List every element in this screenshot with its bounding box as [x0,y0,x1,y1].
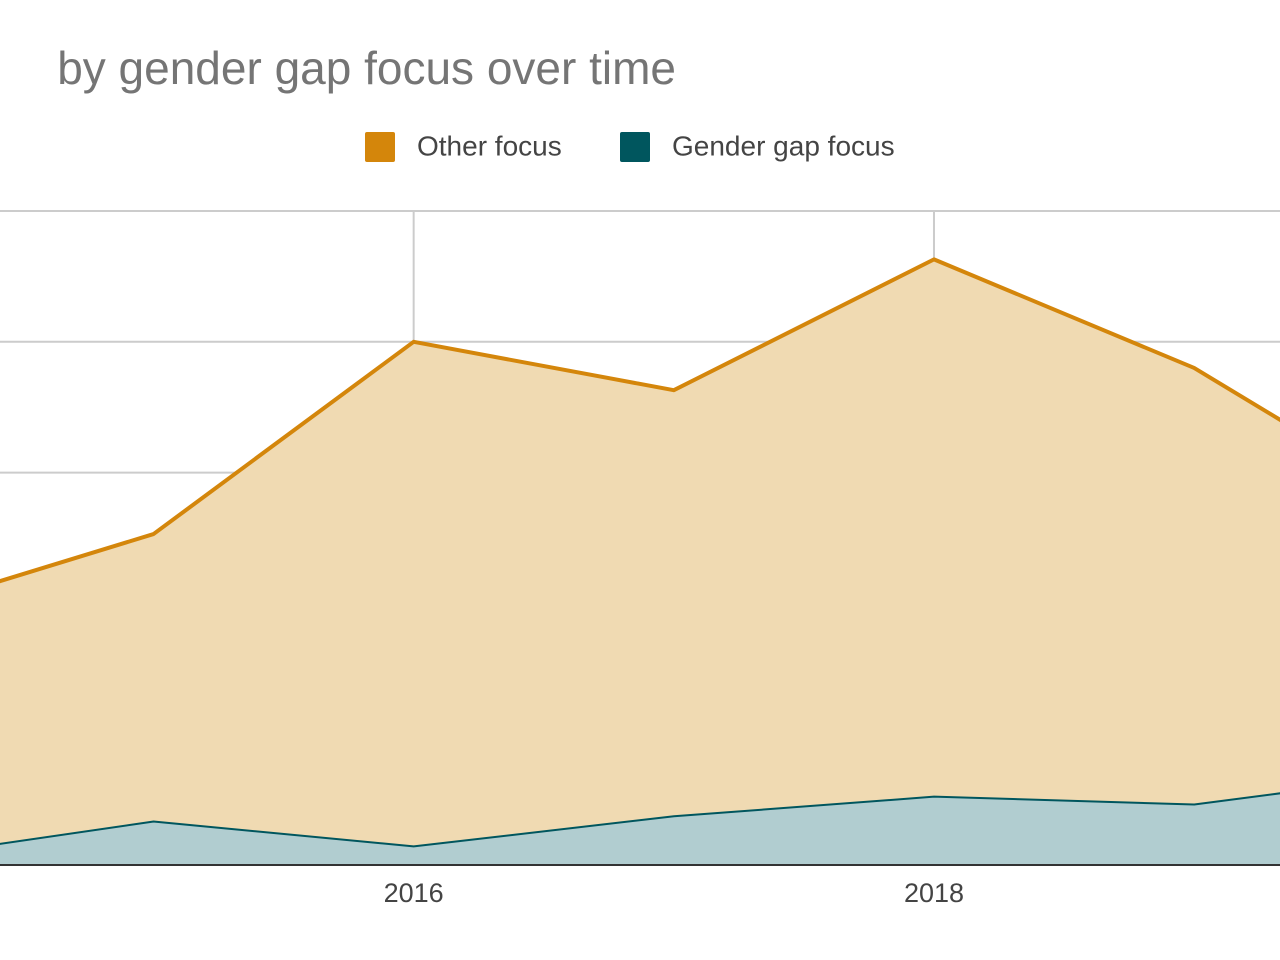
area [0,792,1280,865]
legend-label: Other focus [417,130,562,161]
line [0,257,1280,584]
legend-label: Gender gap focus [672,130,895,161]
legend: Other focus Gender gap focus [365,130,895,162]
x-tick-label: 2016 [384,878,444,908]
plot-area [0,257,1280,865]
legend-swatch [365,132,395,162]
legend-swatch [620,132,650,162]
chart-title: by gender gap focus over time [57,42,676,94]
x-tick-label: 2018 [904,878,964,908]
area [0,259,1280,846]
axes: 2016 2018 [0,864,1280,908]
